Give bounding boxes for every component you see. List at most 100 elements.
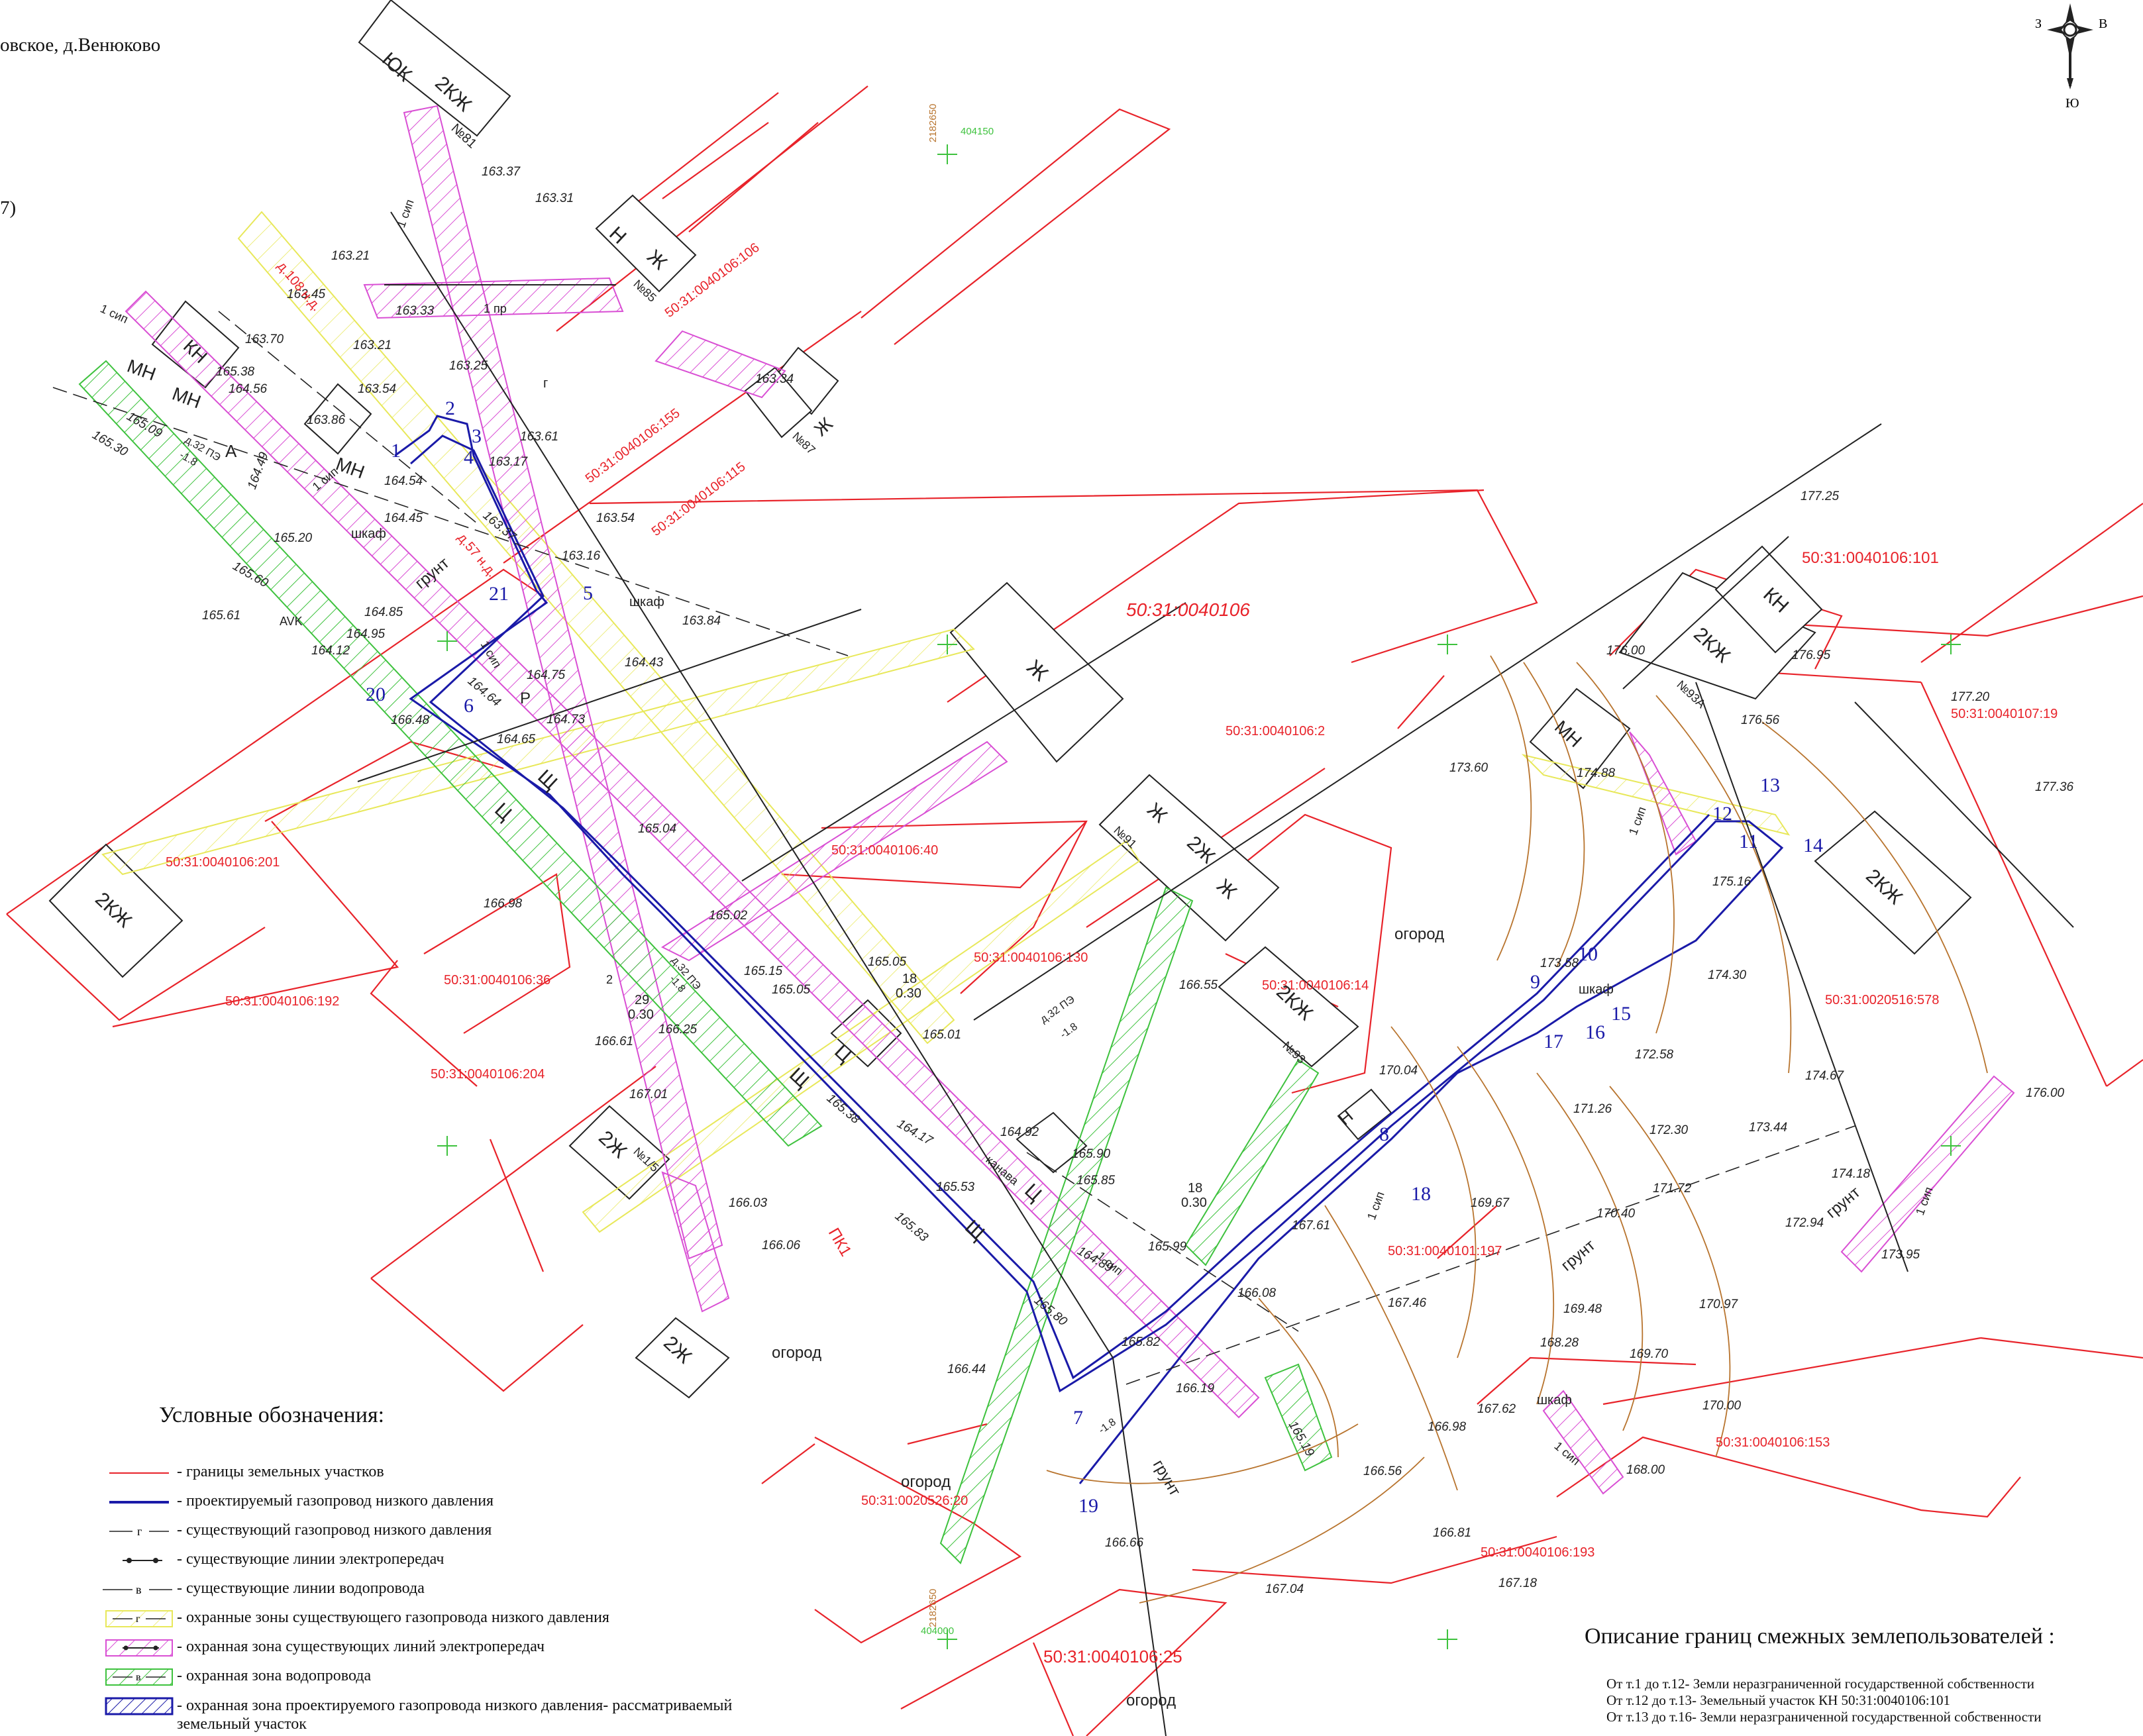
gas-pipe-label: д.57 н.д.	[454, 531, 499, 580]
cabinet-label: шкаф	[1579, 982, 1614, 997]
parcel-label: 50:31:0040106:14	[1262, 978, 1369, 993]
elevation: 164.92	[1000, 1125, 1039, 1139]
elevation: 166.08	[1237, 1286, 1277, 1300]
elevation: 176.56	[1741, 713, 1780, 727]
legend-label: - существующие линии электропередач	[177, 1551, 444, 1568]
elevation: 176.00	[2026, 1086, 2065, 1100]
well-depth: 0.30	[896, 986, 921, 1001]
elevation: 163.54	[358, 382, 396, 396]
elevation: 177.36	[2035, 780, 2074, 794]
elevation: 164.65	[497, 733, 536, 746]
garden-label: огород	[1126, 1692, 1176, 1710]
point-label: 10	[1578, 943, 1598, 965]
elevation: 165.83	[892, 1209, 931, 1245]
legend-label: - существующие линии водопровода	[177, 1580, 425, 1597]
elevation: 163.84	[682, 614, 721, 628]
gas-letter: г	[137, 1525, 142, 1538]
elevation: 170.40	[1596, 1207, 1636, 1221]
elevation: 174.30	[1708, 968, 1747, 982]
elevation: 164.43	[625, 656, 664, 670]
point-label: 1	[391, 440, 401, 462]
well-depth: 18	[1188, 1181, 1202, 1196]
adjacent-users-list: От т.1 до т.12- Земли неразграниченной г…	[1606, 1676, 2042, 1725]
legend-label: - проектируемый газопровод низкого давле…	[177, 1492, 494, 1509]
elevation: 163.33	[395, 304, 435, 318]
legend-item: г - существующий газопровод низкого давл…	[103, 1519, 765, 1548]
depth-label: -1.8	[1059, 1021, 1080, 1041]
adjacent-users-line: От т.12 до т.13- Земельный участок КН 50…	[1606, 1692, 1951, 1708]
parcel-label: 50:31:0040106:40	[831, 843, 938, 858]
elevation: 174.18	[1832, 1167, 1871, 1181]
parcel-label: 50:31:0040101:197	[1388, 1244, 1502, 1258]
elevation: 165.20	[274, 531, 313, 545]
elevation: 163.31	[535, 191, 574, 205]
water-zones	[78, 360, 1333, 1564]
legend-label: - существующий газопровод низкого давлен…	[177, 1521, 492, 1539]
parcel-label: 50:31:0040106:153	[1716, 1435, 1830, 1450]
header-place: овское, д.Венюково	[0, 34, 161, 56]
point-label: 11	[1739, 831, 1758, 852]
elevation: 164.75	[527, 668, 566, 682]
elevation: 164.17	[895, 1117, 936, 1149]
planned-gas-swatch	[109, 1501, 169, 1504]
water-line-swatch: в	[103, 1583, 172, 1596]
point-label: 21	[489, 583, 509, 605]
elevation: 164.49	[245, 450, 272, 491]
elevation: 165.05	[772, 983, 811, 997]
point-label: 14	[1803, 835, 1823, 856]
water-letter: в	[136, 1672, 141, 1683]
elevation: 168.28	[1540, 1336, 1579, 1350]
elevation: 167.01	[629, 1088, 668, 1101]
parcel-label: 50:31:0040106:101	[1802, 549, 1939, 567]
compass-east: В	[2099, 17, 2107, 31]
legend-label: - границы земельных участков	[177, 1463, 384, 1480]
elevation: 163.21	[353, 338, 392, 352]
elevation: 173.44	[1749, 1121, 1787, 1135]
elevation: 166.06	[762, 1239, 801, 1252]
parcel-label: 50:31:0040106:192	[225, 994, 339, 1009]
elevation: 166.44	[947, 1362, 986, 1376]
point-label: 17	[1543, 1031, 1563, 1052]
elevation: 177.25	[1801, 489, 1840, 503]
compass-west: З	[2035, 17, 2042, 31]
elevation: 166.03	[729, 1196, 768, 1210]
elevation: 174.88	[1577, 766, 1616, 780]
elevation: 164.73	[547, 713, 586, 727]
elevation: 176.00	[1606, 644, 1646, 658]
elevation: 175.16	[1712, 875, 1751, 889]
legend-item: - проектируемый газопровод низкого давле…	[103, 1490, 765, 1519]
elevation: 168.00	[1626, 1463, 1665, 1477]
point-label: 16	[1585, 1021, 1605, 1043]
elevation: 169.48	[1563, 1302, 1602, 1316]
elevation: 169.67	[1471, 1196, 1510, 1210]
elevation: 171.72	[1653, 1182, 1692, 1196]
elevation: 166.98	[1428, 1420, 1467, 1434]
gas-zone-swatch: г	[105, 1610, 173, 1627]
power-lines	[357, 211, 2074, 1736]
elevation: 167.62	[1477, 1402, 1516, 1416]
elevation: 164.12	[311, 644, 350, 658]
elevation: 173.60	[1449, 761, 1489, 775]
elevation: 166.56	[1363, 1464, 1402, 1478]
cabinet-label: шкаф	[351, 527, 386, 541]
elevation: 165.82	[1122, 1335, 1161, 1349]
legend-item: - существующие линии электропередач	[103, 1548, 765, 1577]
elevation: 165.38	[216, 365, 255, 379]
building-label: МН	[333, 454, 368, 483]
parcel-label: 50:31:0040106:115	[649, 460, 749, 539]
elevation: 173.58	[1540, 956, 1579, 970]
elevation: 166.48	[391, 713, 430, 727]
elevation: 163.21	[331, 249, 370, 263]
elevation: 173.95	[1881, 1248, 1920, 1262]
elevation: 165.85	[1076, 1174, 1116, 1188]
well-depth: 0.30	[628, 1007, 654, 1022]
elevation: 166.19	[1176, 1382, 1215, 1396]
point-label: 9	[1530, 971, 1540, 993]
parcel-label: 50:31:0040106	[1126, 599, 1250, 620]
elevation: 174.67	[1805, 1069, 1845, 1083]
elevation: 167.61	[1292, 1219, 1330, 1233]
point-label: 6	[464, 695, 474, 717]
parcel-label: 50:31:0040106:25	[1043, 1647, 1182, 1666]
point-label: 12	[1712, 803, 1732, 825]
